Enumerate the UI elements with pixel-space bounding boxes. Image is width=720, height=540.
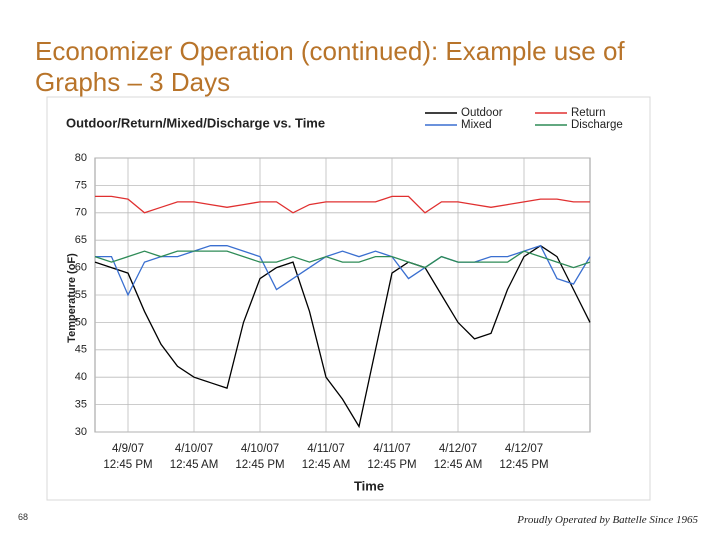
- y-tick-label: 55: [75, 289, 87, 301]
- legend-label: Discharge: [571, 119, 623, 131]
- y-tick-label: 35: [75, 399, 87, 411]
- legend-label: Return: [571, 107, 606, 119]
- x-tick-label: 4/12/07 12:45 PM: [499, 443, 549, 471]
- y-tick-label: 45: [75, 344, 87, 356]
- y-axis-label: Temperature (oF): [66, 253, 78, 343]
- y-tick-label: 70: [75, 207, 87, 219]
- legend-label: Mixed: [461, 119, 492, 131]
- x-axis-label: Time: [354, 478, 384, 493]
- x-tick-label: 4/9/07 12:45 PM: [103, 443, 153, 471]
- series-line: [95, 244, 591, 297]
- series-line: [94, 244, 591, 429]
- legend-label: Outdoor: [461, 107, 503, 119]
- x-tick-label: 4/10/07 12:45 AM: [169, 443, 219, 471]
- series-line: [94, 250, 591, 269]
- y-tick-label: 75: [75, 179, 87, 191]
- footer: Proudly Operated by Battelle Since 1965: [517, 514, 698, 526]
- x-tick-label: 4/12/07 12:45 AM: [433, 443, 483, 471]
- y-tick-label: 50: [75, 316, 87, 328]
- x-tick-label: 4/11/07 12:45 AM: [301, 443, 351, 471]
- y-tick-label: 60: [75, 262, 87, 274]
- y-tick-label: 65: [75, 234, 87, 246]
- slide-title: Economizer Operation (continued): Exampl…: [35, 36, 625, 97]
- y-tick-label: 80: [75, 152, 87, 164]
- x-tick-label: 4/10/07 12:45 PM: [235, 443, 285, 471]
- y-tick-label: 40: [75, 371, 87, 383]
- y-tick-label: 30: [75, 426, 87, 438]
- chart-title: Outdoor/Return/Mixed/Discharge vs. Time: [66, 115, 325, 130]
- slide-number: 68: [18, 512, 29, 522]
- series-line: [95, 195, 590, 214]
- x-tick-label: 4/11/07 12:45 PM: [367, 443, 417, 471]
